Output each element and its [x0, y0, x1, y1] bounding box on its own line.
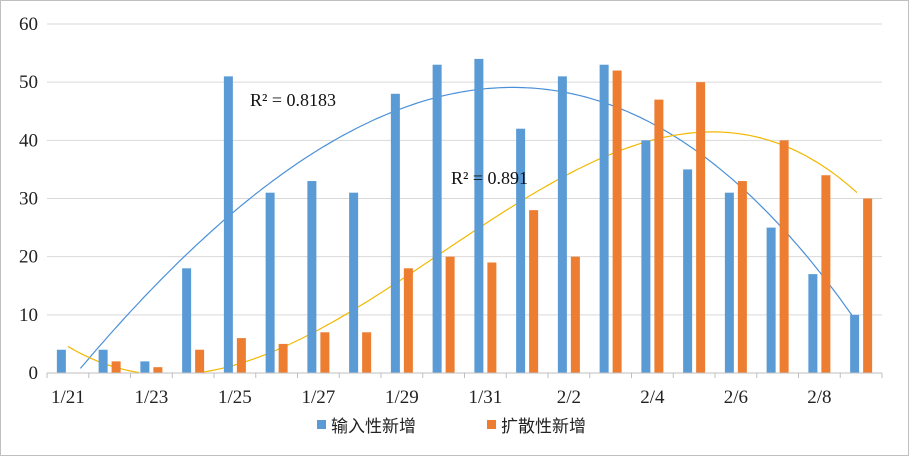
bar-spread	[278, 343, 288, 373]
bar-imported	[140, 361, 150, 373]
x-tick-label: 1/27	[301, 387, 335, 408]
bar-spread	[320, 332, 330, 373]
y-tick-label: 60	[19, 14, 38, 35]
bar-imported	[349, 192, 359, 373]
y-tick-label: 40	[19, 130, 38, 151]
bar-imported	[474, 58, 484, 374]
bar-imported	[683, 169, 693, 373]
bar-spread	[153, 367, 163, 373]
bar-spread	[445, 256, 455, 373]
x-tick-label: 1/29	[385, 387, 419, 408]
bar-spread	[570, 256, 580, 373]
bar-spread	[236, 338, 246, 373]
y-tick-label: 30	[19, 189, 38, 210]
bar-imported	[390, 93, 400, 374]
bar-imported	[850, 314, 860, 373]
trendline-imported	[79, 86, 858, 369]
bar-spread	[403, 268, 413, 373]
bar-spread	[529, 210, 539, 373]
bar-spread	[696, 82, 706, 374]
legend-label-imported: 输入性新增	[331, 417, 416, 437]
bar-spread	[362, 332, 372, 373]
axis-layer: 0 10 20 30 40 50 60 1/21 1/23 1/25 1/27 1/29 1/31 2/2…	[19, 14, 883, 408]
bar-layer	[56, 58, 873, 374]
bar-spread	[654, 99, 664, 373]
bar-spread	[195, 349, 205, 373]
bar-spread	[821, 175, 831, 373]
r-squared-label-spread: R² = 0.891	[451, 168, 528, 188]
legend: 输入性新增 扩散性新增	[317, 417, 586, 437]
r-squared-label-imported: R² = 0.8183	[250, 90, 336, 110]
x-tick-label: 1/23	[134, 387, 168, 408]
bar-imported	[223, 76, 233, 373]
bar-imported	[265, 192, 275, 373]
bar-spread	[779, 140, 789, 373]
x-tick-label: 1/21	[51, 387, 85, 408]
bar-imported	[641, 140, 651, 373]
bar-imported	[307, 181, 317, 373]
bar-imported	[724, 192, 734, 373]
legend-swatch-spread	[487, 420, 496, 429]
y-tick-label: 20	[19, 247, 38, 268]
legend-swatch-imported	[317, 420, 326, 429]
x-tick-label: 2/2	[557, 387, 581, 408]
bar-spread	[737, 181, 747, 373]
y-tick-label: 50	[19, 72, 38, 93]
y-tick-label: 10	[19, 305, 38, 326]
legend-label-spread: 扩散性新增	[501, 417, 586, 437]
bar-imported	[182, 268, 192, 373]
x-tick-label: 2/4	[640, 387, 665, 408]
bar-imported	[98, 349, 108, 373]
bar-imported	[432, 64, 442, 373]
bar-imported	[808, 274, 818, 373]
bar-spread	[111, 361, 121, 373]
bar-imported	[557, 76, 567, 373]
x-tick-label: 1/31	[468, 387, 502, 408]
bar-imported	[599, 64, 609, 373]
x-tick-label: 2/8	[807, 387, 831, 408]
bar-imported	[766, 227, 776, 373]
x-tick-label: 2/6	[724, 387, 748, 408]
bar-spread	[487, 262, 497, 373]
bar-spread	[863, 198, 873, 373]
bar-imported	[56, 349, 66, 373]
x-tick-label: 1/25	[218, 387, 252, 408]
bar-spread	[612, 70, 622, 374]
y-tick-label: 0	[29, 363, 39, 384]
bar-imported	[516, 128, 526, 373]
